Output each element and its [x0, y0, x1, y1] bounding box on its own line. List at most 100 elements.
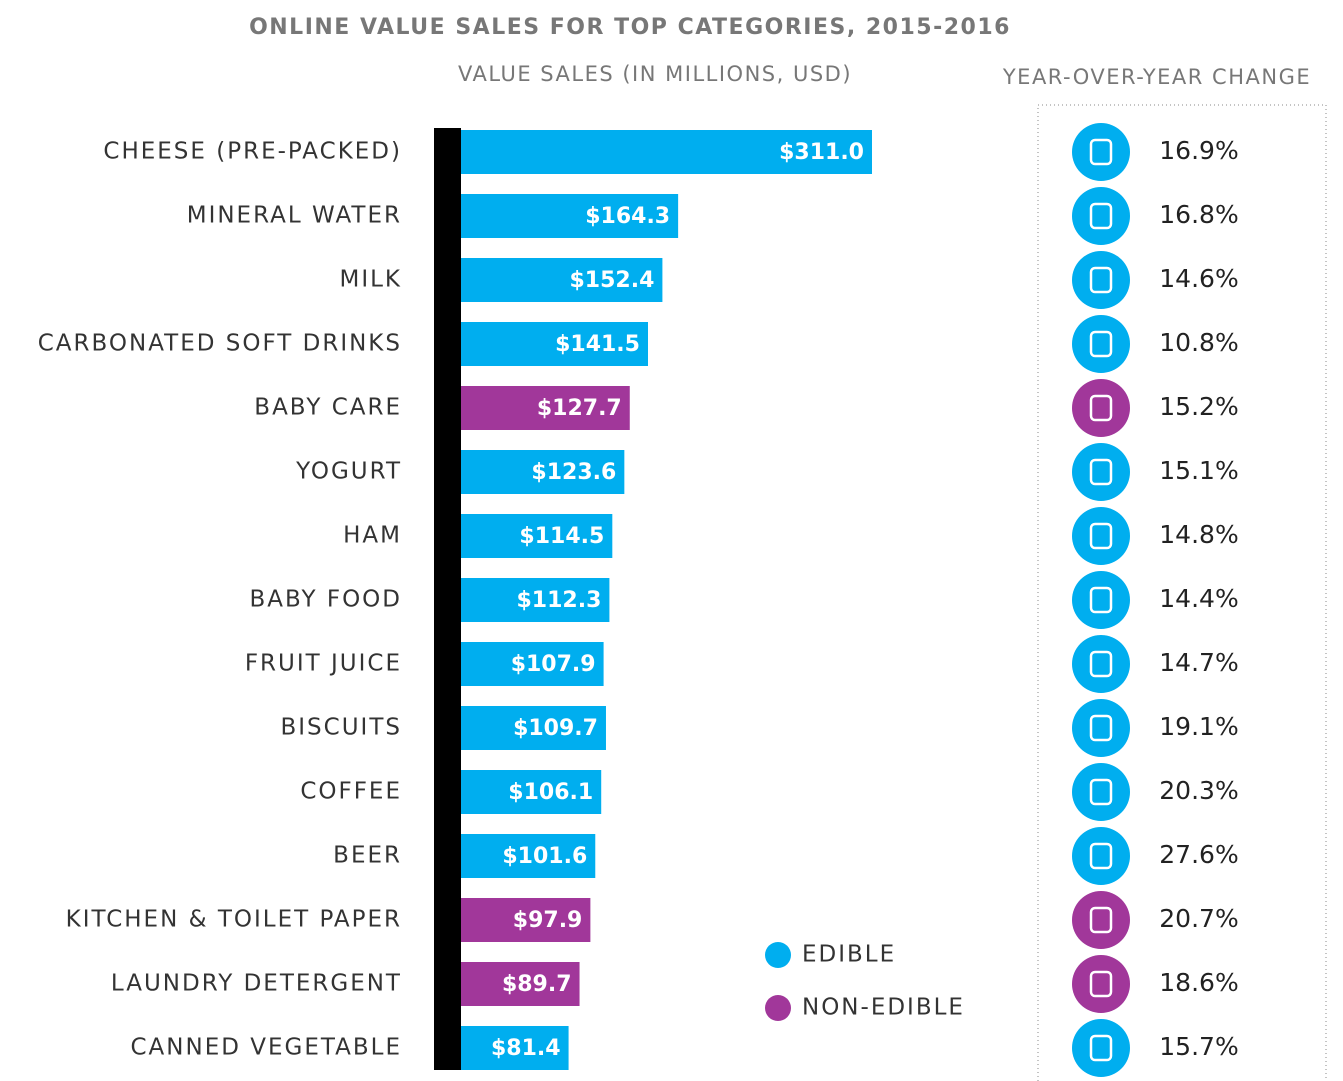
icon-glyph — [1089, 650, 1113, 678]
bar — [461, 194, 679, 238]
icon-glyph — [1089, 330, 1113, 358]
icon-glyph — [1089, 138, 1113, 166]
bar — [461, 322, 648, 366]
yoy-label: 27.6% — [1159, 840, 1238, 869]
yoy-label: 15.7% — [1159, 1032, 1238, 1061]
value-label: $101.6 — [502, 844, 587, 869]
category-label: FRUIT JUICE — [245, 651, 402, 677]
value-label: $127.7 — [537, 396, 622, 421]
yoy-title: YEAR-OVER-YEAR CHANGE — [1002, 65, 1311, 89]
category-icon — [1072, 443, 1130, 501]
icon-glyph — [1089, 266, 1113, 294]
icon-glyph — [1089, 714, 1113, 742]
legend-label: EDIBLE — [802, 942, 896, 968]
legend-swatch — [765, 995, 791, 1021]
category-label: BEER — [333, 843, 402, 869]
value-label: $112.3 — [517, 588, 602, 613]
category-icon — [1072, 1019, 1130, 1077]
axis-bar — [434, 128, 461, 1070]
category-label: KITCHEN & TOILET PAPER — [66, 907, 402, 933]
yoy-label: 16.8% — [1159, 200, 1238, 229]
value-label: $311.0 — [779, 140, 864, 165]
value-label: $81.4 — [491, 1036, 561, 1061]
icon-glyph — [1089, 202, 1113, 230]
bar — [461, 514, 613, 558]
bar — [461, 706, 606, 750]
value-label: $106.1 — [508, 780, 593, 805]
bar — [461, 258, 663, 302]
value-label: $141.5 — [555, 332, 640, 357]
category-label: LAUNDRY DETERGENT — [111, 971, 402, 997]
category-label: BABY FOOD — [249, 587, 402, 613]
bar — [461, 770, 602, 814]
yoy-label: 20.3% — [1159, 776, 1238, 805]
category-label: CANNED VEGETABLE — [130, 1035, 402, 1061]
yoy-label: 15.1% — [1159, 456, 1238, 485]
category-label: BABY CARE — [254, 395, 402, 421]
icon-glyph — [1089, 458, 1113, 486]
value-label: $164.3 — [585, 204, 670, 229]
category-icon — [1072, 955, 1130, 1013]
category-label: MILK — [339, 267, 402, 293]
value-label: $123.6 — [531, 460, 616, 485]
bar — [461, 386, 630, 430]
bar — [461, 1026, 569, 1070]
yoy-label: 14.8% — [1159, 520, 1238, 549]
value-label: $114.5 — [519, 524, 604, 549]
category-icon — [1072, 571, 1130, 629]
category-icon — [1072, 763, 1130, 821]
yoy-label: 14.6% — [1159, 264, 1238, 293]
category-label: MINERAL WATER — [187, 203, 402, 229]
category-label: YOGURT — [295, 459, 402, 485]
category-label: CARBONATED SOFT DRINKS — [38, 331, 402, 357]
icon-glyph — [1089, 778, 1113, 806]
yoy-label: 10.8% — [1159, 328, 1238, 357]
category-icon — [1072, 699, 1130, 757]
category-icon — [1072, 635, 1130, 693]
yoy-label: 16.9% — [1159, 136, 1238, 165]
category-icon — [1072, 891, 1130, 949]
yoy-label: 19.1% — [1159, 712, 1238, 741]
category-icon — [1072, 507, 1130, 565]
legend-label: NON-EDIBLE — [802, 995, 965, 1021]
icon-glyph — [1089, 522, 1113, 550]
category-label: HAM — [343, 523, 402, 549]
yoy-label: 18.6% — [1159, 968, 1238, 997]
subtitle: VALUE SALES (IN MILLIONS, USD) — [458, 62, 852, 86]
icon-glyph — [1089, 906, 1113, 934]
bar — [461, 962, 580, 1006]
yoy-box — [1037, 104, 1327, 1081]
bar — [461, 578, 610, 622]
value-label: $109.7 — [513, 716, 598, 741]
chart-title: ONLINE VALUE SALES FOR TOP CATEGORIES, 2… — [249, 15, 1011, 40]
category-icon — [1072, 827, 1130, 885]
icon-glyph — [1089, 394, 1113, 422]
category-label: BISCUITS — [281, 715, 403, 741]
legend-swatch — [765, 942, 791, 968]
value-label: $97.9 — [513, 908, 583, 933]
category-label: CHEESE (PRE-PACKED) — [103, 139, 402, 165]
bar — [461, 642, 604, 686]
icon-glyph — [1089, 1034, 1113, 1062]
bar — [461, 898, 591, 942]
value-label: $152.4 — [569, 268, 654, 293]
yoy-label: 15.2% — [1159, 392, 1238, 421]
category-icon — [1072, 123, 1130, 181]
value-label: $107.9 — [511, 652, 596, 677]
category-icon — [1072, 379, 1130, 437]
icon-glyph — [1089, 970, 1113, 998]
bar — [461, 450, 625, 494]
category-icon — [1072, 315, 1130, 373]
bar — [461, 834, 596, 878]
yoy-label: 20.7% — [1159, 904, 1238, 933]
icon-glyph — [1089, 586, 1113, 614]
bar — [461, 130, 872, 174]
category-label: COFFEE — [300, 779, 402, 805]
yoy-label: 14.7% — [1159, 648, 1238, 677]
value-label: $89.7 — [502, 972, 572, 997]
category-icon — [1072, 187, 1130, 245]
icon-glyph — [1089, 842, 1113, 870]
category-icon — [1072, 251, 1130, 309]
yoy-label: 14.4% — [1159, 584, 1238, 613]
